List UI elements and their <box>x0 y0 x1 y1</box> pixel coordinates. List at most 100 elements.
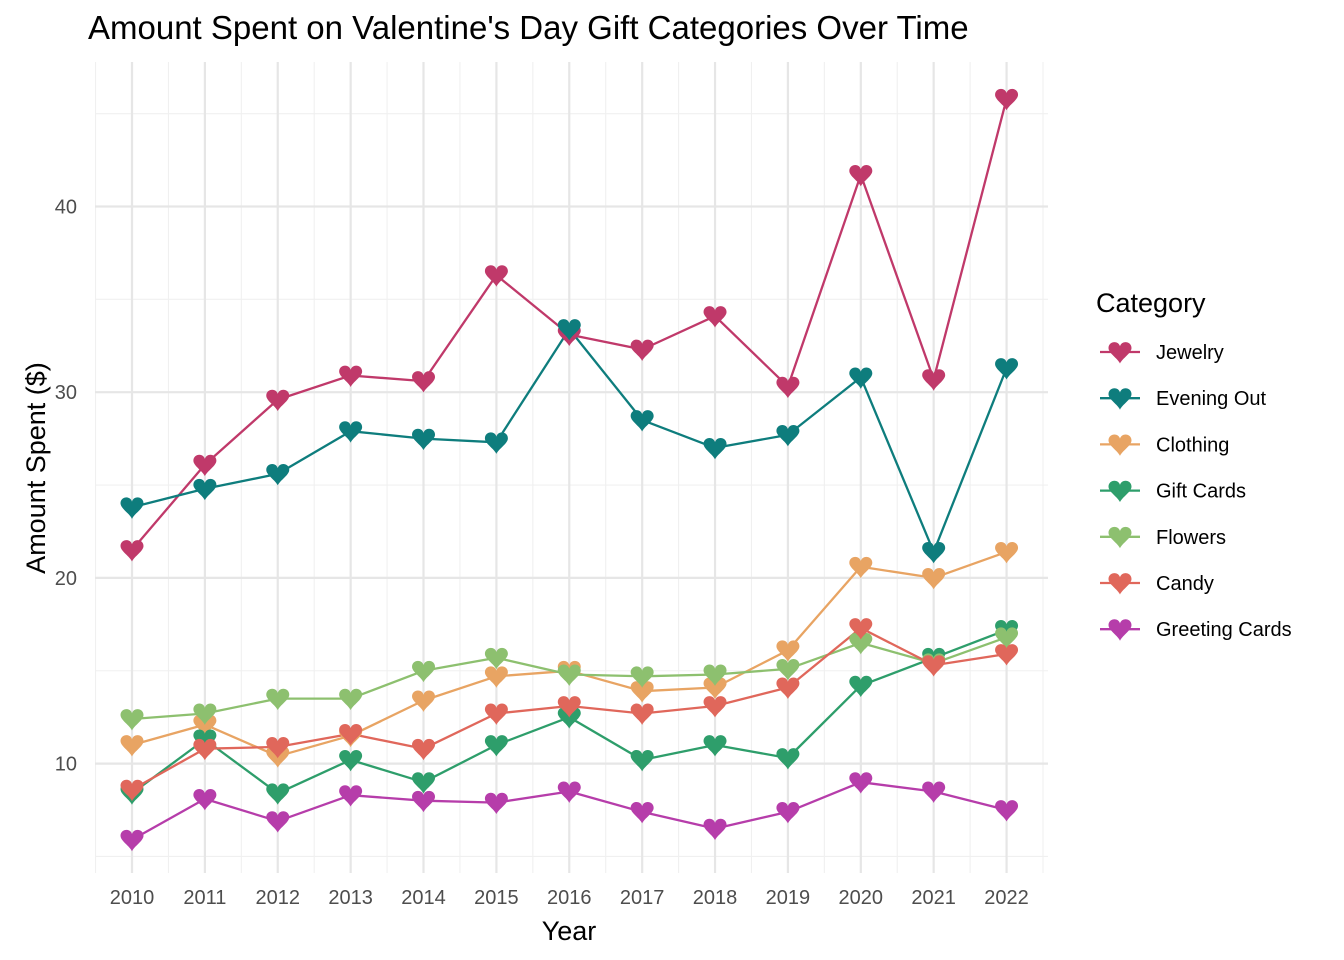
data-point-heart <box>995 358 1019 380</box>
data-point-heart <box>484 735 508 757</box>
data-point-heart <box>484 703 508 725</box>
x-tick-label: 2020 <box>839 887 884 909</box>
x-tick-label: 2018 <box>693 887 738 909</box>
legend-key-heart <box>1108 480 1132 503</box>
data-point-heart <box>557 664 581 686</box>
data-point-heart <box>266 811 290 833</box>
x-tick-label: 2016 <box>547 887 592 909</box>
data-point-heart <box>703 677 727 699</box>
data-point-heart <box>849 632 873 655</box>
legend-label: Candy <box>1156 573 1214 595</box>
data-point-heart <box>630 749 654 772</box>
data-point-heart <box>120 779 144 802</box>
data-point-heart <box>193 714 217 737</box>
data-point-heart <box>922 541 946 564</box>
data-point-heart <box>120 735 144 757</box>
data-point-heart <box>266 389 290 412</box>
data-point-heart <box>703 735 727 757</box>
legend-label: Flowers <box>1156 527 1226 549</box>
y-tick-label: 20 <box>55 568 77 590</box>
y-tick-label: 40 <box>55 197 77 219</box>
y-tick-label: 30 <box>55 382 77 404</box>
legend-key-heart <box>1108 526 1132 549</box>
data-point-heart <box>557 696 581 718</box>
x-tick-label: 2019 <box>766 887 811 909</box>
gridlines <box>95 62 1048 873</box>
data-point-heart <box>412 371 436 393</box>
data-point-heart <box>120 540 144 562</box>
data-point-heart <box>484 647 508 670</box>
data-point-heart <box>922 567 946 590</box>
data-point-heart <box>630 339 654 361</box>
data-point-heart <box>484 265 508 287</box>
y-tick-label: 10 <box>55 754 77 776</box>
legend-key-heart <box>1108 573 1132 595</box>
data-point-heart <box>703 664 727 686</box>
chart-title: Amount Spent on Valentine's Day Gift Cat… <box>88 9 969 46</box>
data-point-heart <box>120 497 144 519</box>
data-point-heart <box>922 655 946 677</box>
data-point-heart <box>557 781 581 803</box>
series-markers <box>120 88 1019 852</box>
data-point-heart <box>339 688 363 711</box>
data-point-heart <box>193 478 217 501</box>
legend-label: Clothing <box>1156 434 1229 456</box>
data-point-heart <box>922 781 946 803</box>
y-axis-ticks: 10 20 30 40 <box>55 197 77 776</box>
data-point-heart <box>995 800 1019 822</box>
x-tick-label: 2010 <box>110 887 155 909</box>
data-point-heart <box>630 410 654 432</box>
data-point-heart <box>849 675 873 698</box>
data-point-heart <box>339 365 363 387</box>
legend-key-heart <box>1108 388 1132 410</box>
data-point-heart <box>703 696 727 718</box>
data-point-heart <box>412 690 436 712</box>
x-tick-label: 2021 <box>911 887 956 909</box>
data-point-heart <box>193 703 217 725</box>
x-tick-label: 2014 <box>401 887 446 909</box>
data-point-heart <box>922 369 946 391</box>
data-point-heart <box>995 644 1019 666</box>
data-point-heart <box>412 738 436 761</box>
data-point-heart <box>193 788 217 811</box>
data-point-heart <box>557 319 581 341</box>
data-point-heart <box>266 736 290 759</box>
data-point-heart <box>339 723 363 746</box>
data-point-heart <box>849 165 873 187</box>
legend-label: Gift Cards <box>1156 481 1246 503</box>
data-point-heart <box>266 783 290 805</box>
data-point-heart <box>703 818 727 841</box>
data-point-heart <box>339 421 363 443</box>
data-point-heart <box>120 709 144 731</box>
legend-label: Evening Out <box>1156 388 1267 410</box>
legend-label: Greeting Cards <box>1156 619 1292 641</box>
data-point-heart <box>849 772 873 794</box>
data-point-heart <box>630 681 654 703</box>
x-tick-label: 2015 <box>474 887 519 909</box>
legend-key-heart <box>1108 434 1132 456</box>
data-point-heart <box>776 425 800 447</box>
data-point-heart <box>412 772 436 794</box>
data-point-heart <box>776 677 800 699</box>
data-point-heart <box>995 627 1019 649</box>
data-point-heart <box>339 749 363 772</box>
data-point-heart <box>412 790 436 813</box>
legend-title: Category <box>1096 288 1206 318</box>
data-point-heart <box>849 556 873 579</box>
data-point-heart <box>120 829 144 852</box>
x-tick-label: 2022 <box>984 887 1029 909</box>
data-point-heart <box>776 640 800 662</box>
data-point-heart <box>557 707 581 729</box>
data-point-heart <box>339 785 363 807</box>
data-point-heart <box>995 619 1019 642</box>
x-tick-label: 2017 <box>620 887 665 909</box>
data-point-heart <box>193 454 217 477</box>
data-point-heart <box>630 703 654 725</box>
data-point-heart <box>849 367 873 389</box>
legend-key-heart <box>1108 342 1132 364</box>
data-point-heart <box>193 738 217 761</box>
y-axis-title: Amount Spent ($) <box>21 362 51 574</box>
data-point-heart <box>266 688 290 711</box>
legend-items: Jewelry Evening Out Clothing Gift Cards Flow… <box>1100 342 1292 641</box>
data-point-heart <box>484 432 508 454</box>
